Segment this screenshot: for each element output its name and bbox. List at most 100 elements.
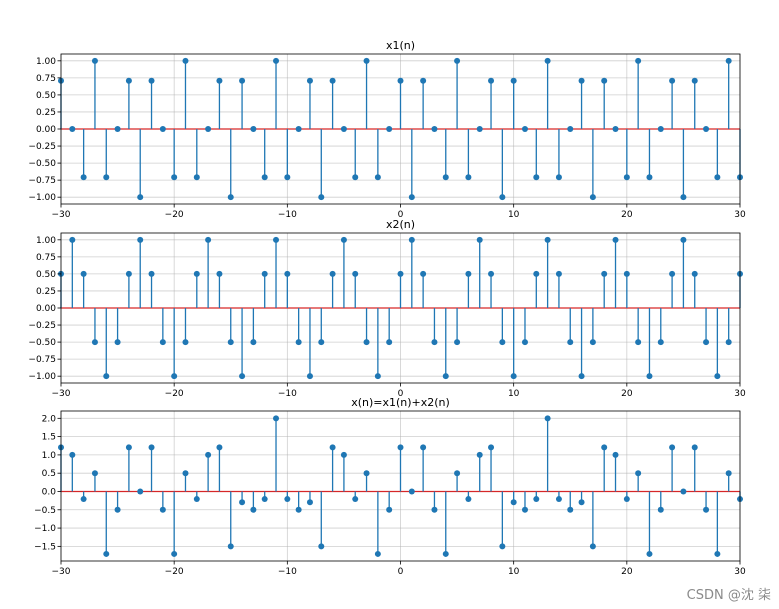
stem-marker bbox=[725, 339, 732, 346]
watermark: CSDN @沈 柒 bbox=[686, 588, 771, 603]
stem-marker bbox=[261, 496, 268, 503]
stem-marker bbox=[408, 488, 415, 495]
y-tick-label: 1.0 bbox=[42, 451, 57, 461]
stem-marker bbox=[193, 496, 200, 503]
stem-marker bbox=[363, 57, 370, 64]
stem-marker bbox=[397, 444, 404, 451]
stem-marker bbox=[295, 506, 302, 513]
stem-marker bbox=[488, 444, 495, 451]
x-tick-label: 30 bbox=[734, 210, 746, 220]
stem-marker bbox=[521, 506, 528, 513]
y-tick-label: 1.5 bbox=[42, 433, 56, 443]
x-tick-label: −20 bbox=[165, 210, 184, 220]
stem-marker bbox=[306, 77, 313, 84]
stem-marker bbox=[318, 339, 325, 346]
stem-marker bbox=[114, 506, 121, 513]
y-tick-label: 1.00 bbox=[36, 57, 56, 67]
stem-marker bbox=[386, 126, 393, 132]
stem-marker bbox=[340, 451, 347, 458]
y-tick-label: −0.5 bbox=[34, 506, 56, 516]
stem-marker bbox=[578, 499, 585, 506]
stem-marker bbox=[386, 506, 393, 513]
stem-marker bbox=[329, 270, 336, 277]
stem-marker bbox=[273, 57, 280, 64]
x-tick-label: 10 bbox=[508, 567, 520, 577]
stem-marker bbox=[680, 236, 687, 243]
stem-marker bbox=[352, 270, 359, 277]
stem-marker bbox=[657, 339, 664, 346]
y-tick-label: 0.0 bbox=[42, 487, 57, 497]
stem-marker bbox=[589, 194, 596, 201]
stem-marker bbox=[533, 270, 540, 277]
stem-marker bbox=[725, 470, 732, 477]
y-tick-label: 0.50 bbox=[36, 91, 56, 101]
stem-marker bbox=[261, 270, 268, 277]
stem-marker bbox=[567, 506, 574, 513]
stem-marker bbox=[555, 174, 562, 181]
stem-marker bbox=[646, 550, 653, 557]
y-tick-label: −1.5 bbox=[34, 542, 56, 552]
stem-marker bbox=[612, 451, 619, 458]
x-tick-label: 20 bbox=[621, 210, 633, 220]
stem-marker bbox=[691, 270, 698, 277]
stem-marker bbox=[691, 77, 698, 84]
subplot-title: x1(n) bbox=[386, 39, 415, 52]
stem-marker bbox=[578, 77, 585, 84]
stem-marker bbox=[148, 77, 155, 84]
stem-marker bbox=[182, 339, 189, 346]
x-tick-label: 20 bbox=[621, 567, 633, 577]
stem-marker bbox=[476, 236, 483, 243]
y-tick-label: 0.50 bbox=[36, 270, 56, 280]
stem-marker bbox=[69, 236, 76, 243]
stem-marker bbox=[295, 126, 302, 132]
stem-marker bbox=[408, 194, 415, 201]
y-tick-label: −0.50 bbox=[28, 159, 56, 169]
stem-marker bbox=[397, 77, 404, 84]
stem-marker bbox=[442, 373, 449, 380]
stem-marker bbox=[374, 373, 381, 380]
stem-marker bbox=[329, 77, 336, 84]
stem-marker bbox=[442, 174, 449, 181]
stem-marker bbox=[578, 373, 585, 380]
x-tick-label: −10 bbox=[278, 567, 297, 577]
stem-marker bbox=[476, 451, 483, 458]
stem-marker bbox=[533, 174, 540, 181]
x-tick-label: −20 bbox=[165, 567, 184, 577]
stem-marker bbox=[510, 499, 517, 506]
y-tick-label: −0.75 bbox=[28, 355, 56, 365]
stem-marker bbox=[284, 496, 291, 503]
stem-marker bbox=[318, 543, 325, 550]
stem-marker bbox=[657, 506, 664, 513]
stem-marker bbox=[555, 496, 562, 503]
x-tick-label: −10 bbox=[278, 210, 297, 220]
x-tick-label: 30 bbox=[734, 567, 746, 577]
y-tick-label: 0.5 bbox=[42, 469, 56, 479]
stem-marker bbox=[714, 550, 721, 557]
stem-marker bbox=[295, 339, 302, 346]
stem-marker bbox=[488, 270, 495, 277]
stem-marker bbox=[544, 236, 551, 243]
stem-marker bbox=[148, 270, 155, 277]
stem-marker bbox=[476, 126, 483, 132]
stem-marker bbox=[544, 57, 551, 64]
stem-marker bbox=[80, 270, 87, 277]
stem-marker bbox=[499, 339, 506, 346]
stem-marker bbox=[261, 174, 268, 181]
stem-marker bbox=[193, 270, 200, 277]
subplot-1: −30 −20 −10 0 10 20 30 −1.00 −0.75 −0.50 −0.25 0.00… bbox=[28, 39, 746, 220]
stem-marker bbox=[91, 339, 98, 346]
subplot-2: −30 −20 −10 0 10 20 30 −1.00 −0.75 −0.50 −0.25 0.00… bbox=[28, 218, 746, 399]
y-tick-label: 0.75 bbox=[36, 74, 56, 84]
stem-marker bbox=[521, 126, 528, 132]
y-tick-label: 0.25 bbox=[36, 108, 56, 118]
stem-marker bbox=[623, 496, 630, 503]
stem-marker bbox=[216, 444, 223, 451]
stem-marker bbox=[114, 339, 121, 346]
stem-marker bbox=[148, 444, 155, 451]
x-tick-label: 20 bbox=[621, 389, 633, 399]
stem-marker bbox=[374, 550, 381, 557]
stem-marker bbox=[454, 470, 461, 477]
stem-marker bbox=[408, 236, 415, 243]
stem-marker bbox=[171, 373, 178, 380]
stem-marker bbox=[510, 77, 517, 84]
